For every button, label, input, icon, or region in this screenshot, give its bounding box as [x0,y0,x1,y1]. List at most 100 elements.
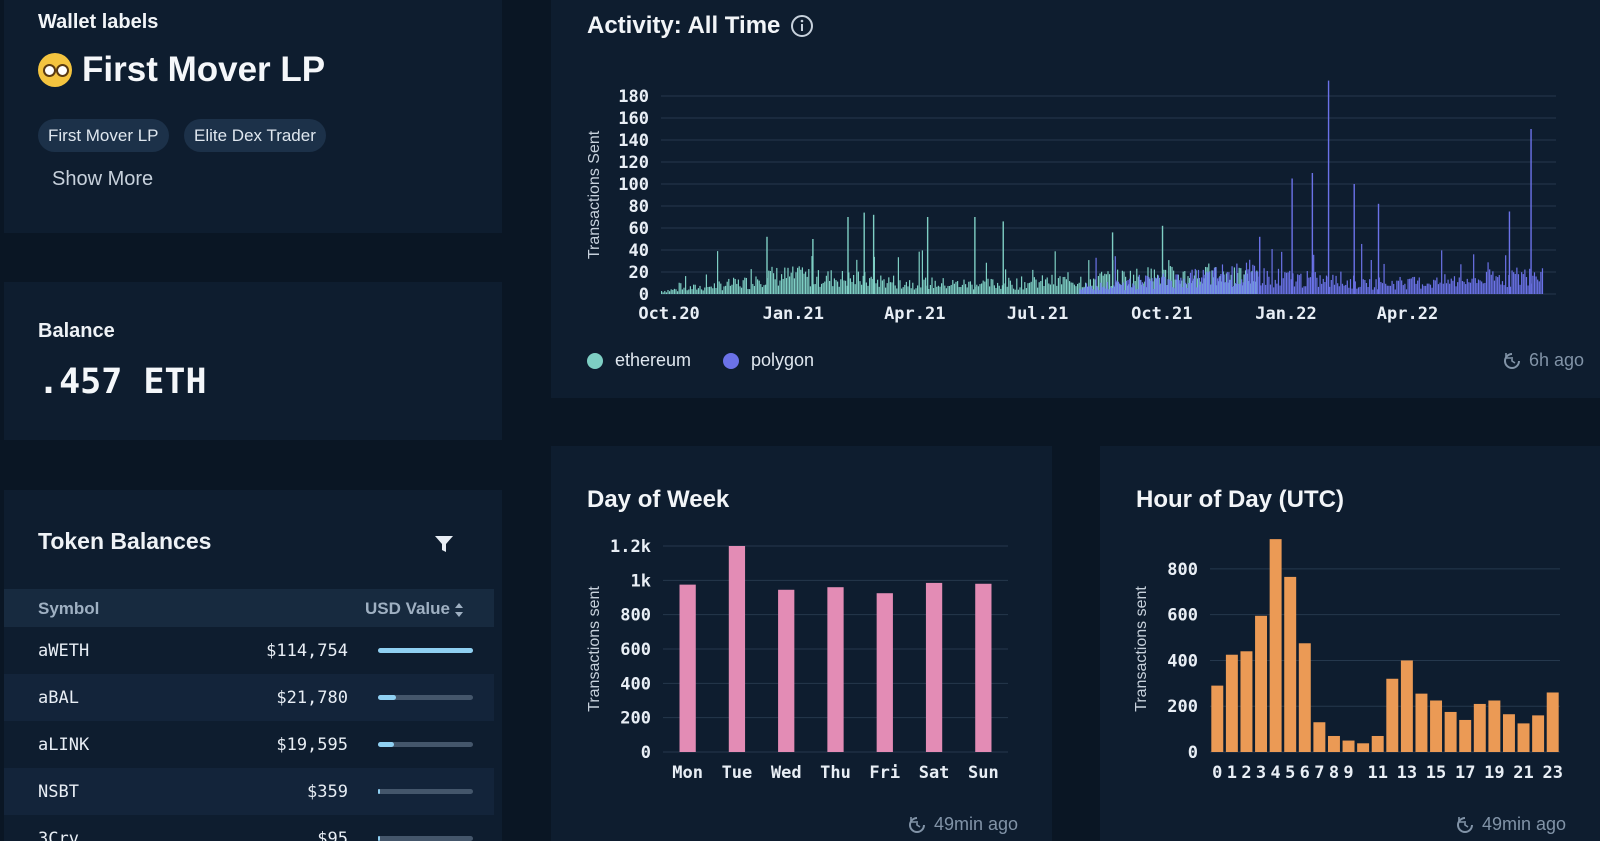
activity-bar-ethereum [792,266,794,294]
activity-bar-ethereum [912,282,914,294]
activity-bar-ethereum [837,281,839,294]
activity-bar-ethereum [806,276,808,294]
token-row[interactable]: 3Crv $95 [4,815,494,841]
activity-bar-polygon [1367,286,1369,294]
activity-bar-polygon [1449,283,1451,294]
activity-bar-ethereum [941,283,943,294]
activity-bar-polygon [1271,249,1273,294]
activity-bar-ethereum [689,286,691,294]
activity-bar-polygon [1236,263,1238,294]
activity-bar-polygon [1143,286,1145,294]
activity-bar-polygon [1306,271,1308,294]
y-tick-label: 200 [1167,697,1198,717]
token-row[interactable]: aBAL $21,780 [4,674,494,721]
activity-bar-ethereum [856,259,858,294]
activity-bar-ethereum [1163,269,1165,294]
activity-bar-ethereum [1153,269,1155,294]
label-chip-elite-dex-trader[interactable]: Elite Dex Trader [184,119,326,152]
activity-bar-ethereum [1069,281,1071,294]
activity-bar-ethereum [995,287,997,294]
activity-bar-ethereum [917,285,919,294]
activity-bar-ethereum [904,284,906,294]
activity-bar-ethereum [851,281,853,294]
activity-bar-ethereum [1019,287,1021,294]
column-header-usd-value[interactable]: USD Value [365,599,464,619]
activity-bar-polygon [1340,271,1342,294]
activity-title-text: Activity: All Time [587,12,781,39]
activity-bar-ethereum [795,272,797,294]
activity-bar-polygon [1361,243,1363,294]
activity-bar-polygon [1295,281,1297,294]
wallet-labels-title: Wallet labels [38,11,159,33]
activity-bar-polygon [1445,283,1448,294]
activity-bar-polygon [1383,263,1385,294]
legend-item-ethereum[interactable]: ethereum [587,350,691,371]
activity-bar-ethereum [880,275,882,294]
activity-peak-polygon [1377,203,1380,294]
activity-bar-ethereum [1142,283,1144,294]
activity-bar-ethereum [920,287,922,294]
y-tick-label: 60 [629,219,649,239]
refresh-icon [1456,816,1473,833]
activity-bar-ethereum [1193,275,1195,294]
show-more-button[interactable]: Show More [52,168,154,190]
activity-bar-ethereum [1201,283,1203,294]
activity-bar-polygon [1409,278,1411,294]
activity-bar-ethereum [1096,285,1098,294]
activity-updated[interactable]: 6h ago [1503,350,1584,371]
activity-bar-ethereum [1141,284,1143,294]
activity-bar-polygon [1364,280,1366,294]
activity-bar-polygon [1279,285,1281,294]
activity-bar-polygon [1084,287,1086,294]
activity-bar-ethereum [1240,268,1242,294]
activity-bar-polygon [1357,287,1360,294]
day-of-week-updated[interactable]: 49min ago [908,814,1018,835]
activity-bar-ethereum [883,279,885,294]
activity-bar-polygon [1282,278,1284,294]
info-icon[interactable] [790,14,814,38]
label-chip-first-mover[interactable]: First Mover LP [38,119,169,152]
y-tick-label: 160 [618,109,649,129]
activity-bar-ethereum [825,275,827,294]
activity-bar-polygon [1213,267,1216,294]
token-row[interactable]: aLINK $19,595 [4,721,494,768]
activity-bar-ethereum [1013,288,1015,294]
activity-bar-ethereum [955,281,957,294]
activity-bar-polygon [1325,275,1328,294]
activity-bar-polygon [1287,272,1289,294]
activity-bar-ethereum [1030,281,1032,294]
activity-bar-ethereum [685,276,687,294]
activity-bar-polygon [1521,272,1523,294]
activity-bar-polygon [1253,265,1256,294]
activity-bar-polygon [1481,281,1483,294]
activity-bar-ethereum [936,286,938,294]
activity-bar-polygon [1476,283,1478,294]
activity-bar-ethereum [845,280,847,294]
token-row[interactable]: NSBT $359 [4,768,494,815]
activity-bar-polygon [1281,251,1283,294]
activity-bar-ethereum [993,285,995,294]
activity-bar-ethereum [664,290,666,294]
hour-of-day-updated-text: 49min ago [1481,814,1566,834]
filter-icon[interactable] [433,533,455,555]
column-header-symbol[interactable]: Symbol [38,599,100,618]
activity-bar-ethereum [907,286,909,294]
activity-bar-polygon [1242,282,1244,294]
activity-bar-polygon [1393,283,1395,294]
activity-bar-ethereum [981,283,983,294]
bar-4 [1269,539,1282,752]
hour-of-day-updated[interactable]: 49min ago [1456,814,1566,835]
y-axis-title: Transactions sent [586,586,603,712]
token-symbol: aLINK [38,735,90,755]
activity-bar-polygon [1381,283,1384,294]
activity-bar-ethereum [781,274,783,294]
token-row[interactable]: aWETH $114,754 [4,627,494,674]
activity-card: Activity: All Time 0 20 40 60 80 100 120 140 160… [551,0,1600,398]
activity-bar-ethereum [819,286,821,294]
activity-bar-polygon [1228,272,1230,294]
activity-bar-ethereum [768,270,770,294]
legend-item-polygon[interactable]: polygon [723,350,814,371]
activity-peak-polygon [1311,173,1314,294]
